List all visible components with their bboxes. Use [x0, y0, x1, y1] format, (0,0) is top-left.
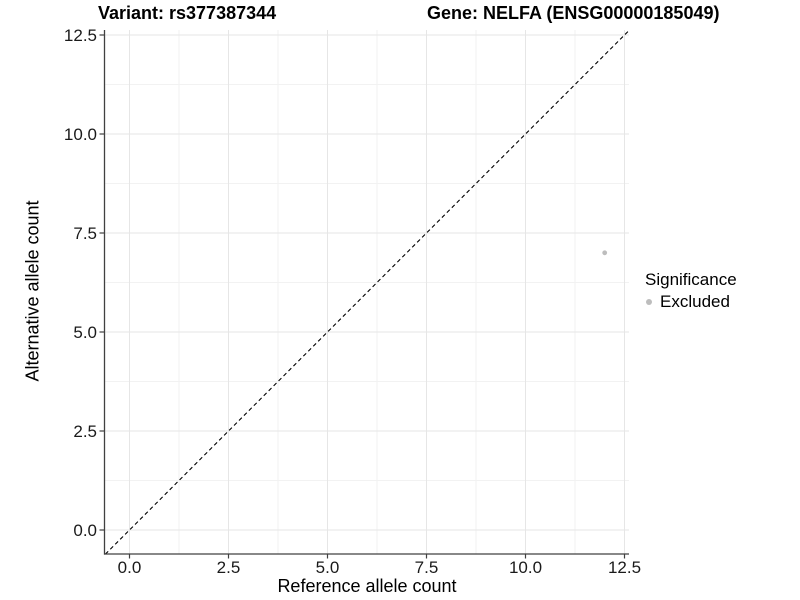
legend-key: [642, 295, 656, 309]
legend-item-excluded: Excluded: [640, 291, 737, 311]
y-tick-label: 2.5: [73, 422, 97, 441]
plot-title-gene: Gene: NELFA (ENSG00000185049): [427, 3, 720, 23]
y-tick-label: 0.0: [73, 521, 97, 540]
x-tick-label: 0.0: [118, 558, 142, 577]
y-axis-title: Alternative allele count: [22, 200, 43, 382]
legend-point-icon: [646, 298, 652, 305]
identity-dashed-line: [104, 29, 630, 555]
x-tick-label: 10.0: [509, 558, 542, 577]
x-axis-title: Reference allele count: [277, 576, 457, 596]
y-tick-label: 5.0: [73, 323, 97, 342]
x-tick-label: 5.0: [316, 558, 340, 577]
legend-item-label: Excluded: [660, 291, 730, 311]
plot-title-variant: Variant: rs377387344: [98, 3, 277, 23]
x-tick-label: 12.5: [608, 558, 641, 577]
legend-title: Significance: [645, 270, 737, 289]
data-point: [602, 250, 608, 256]
x-tick-label: 7.5: [415, 558, 439, 577]
legend: Significance Excluded: [640, 270, 737, 311]
x-tick-label: 2.5: [217, 558, 241, 577]
y-tick-label: 10.0: [64, 125, 97, 144]
y-tick-label: 7.5: [73, 224, 97, 243]
y-tick-label: 12.5: [64, 26, 97, 45]
